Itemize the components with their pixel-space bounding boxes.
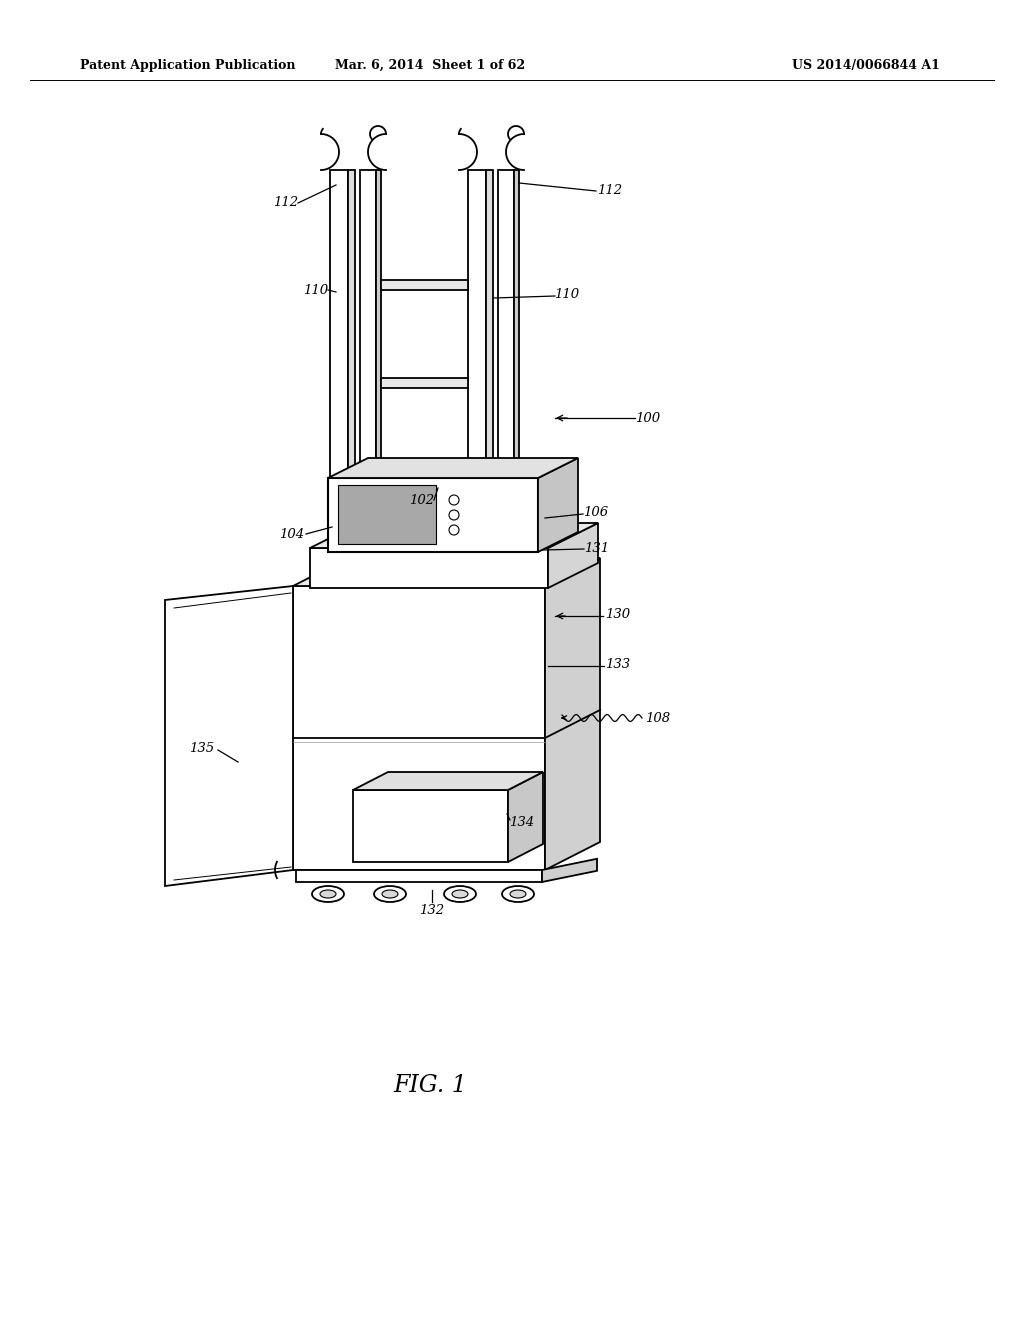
Polygon shape: [310, 523, 598, 548]
Bar: [353, 789, 508, 862]
Polygon shape: [293, 558, 600, 586]
Bar: [468, 170, 486, 576]
Bar: [376, 170, 381, 576]
Ellipse shape: [312, 886, 344, 902]
Bar: [330, 170, 348, 576]
Text: 110: 110: [303, 284, 329, 297]
Text: 100: 100: [636, 412, 660, 425]
Bar: [293, 586, 545, 870]
Ellipse shape: [319, 890, 336, 898]
Text: 130: 130: [605, 609, 631, 622]
Polygon shape: [508, 772, 543, 862]
Polygon shape: [165, 586, 293, 886]
Bar: [328, 478, 538, 552]
Bar: [381, 280, 468, 290]
Text: 102: 102: [410, 494, 434, 507]
Ellipse shape: [502, 886, 534, 902]
Bar: [360, 170, 376, 576]
Circle shape: [449, 525, 459, 535]
Text: 112: 112: [273, 195, 299, 209]
Bar: [348, 170, 355, 576]
Text: 108: 108: [645, 711, 671, 725]
Text: US 2014/0066844 A1: US 2014/0066844 A1: [793, 58, 940, 71]
Bar: [486, 170, 493, 576]
Polygon shape: [545, 558, 600, 870]
Circle shape: [449, 510, 459, 520]
Bar: [498, 170, 514, 576]
Polygon shape: [328, 458, 578, 478]
Ellipse shape: [452, 890, 468, 898]
Text: FIG. 1: FIG. 1: [393, 1073, 467, 1097]
Text: Patent Application Publication: Patent Application Publication: [80, 58, 296, 71]
Circle shape: [449, 495, 459, 506]
Text: 112: 112: [597, 183, 623, 197]
Polygon shape: [353, 772, 543, 789]
Bar: [514, 170, 519, 576]
Text: 134: 134: [509, 816, 535, 829]
Ellipse shape: [382, 890, 398, 898]
Text: 132: 132: [420, 903, 444, 916]
Polygon shape: [538, 458, 578, 552]
Text: 133: 133: [605, 659, 631, 672]
Ellipse shape: [510, 890, 526, 898]
Bar: [338, 484, 436, 544]
Polygon shape: [542, 859, 597, 882]
Ellipse shape: [444, 886, 476, 902]
Text: 106: 106: [584, 506, 608, 519]
Bar: [310, 548, 548, 587]
Text: 110: 110: [554, 289, 580, 301]
Text: 104: 104: [280, 528, 304, 541]
Text: 131: 131: [585, 541, 609, 554]
Text: Mar. 6, 2014  Sheet 1 of 62: Mar. 6, 2014 Sheet 1 of 62: [335, 58, 525, 71]
Text: 135: 135: [189, 742, 215, 755]
Ellipse shape: [374, 886, 406, 902]
Bar: [296, 870, 542, 882]
Bar: [381, 378, 468, 388]
Polygon shape: [548, 523, 598, 587]
